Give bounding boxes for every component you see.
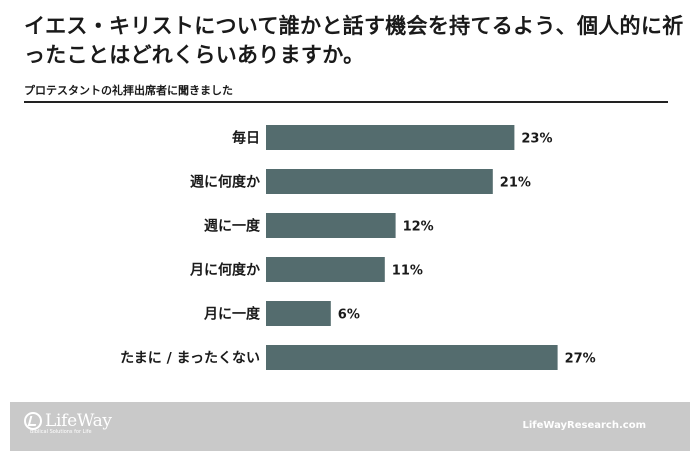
category-label: 月に何度か xyxy=(189,262,260,279)
category-label: 月に一度 xyxy=(203,306,261,323)
lifeway-logo-icon xyxy=(24,412,42,430)
logo-text: LifeWay xyxy=(45,411,112,431)
value-label: 27% xyxy=(565,352,596,367)
site-url: LifeWayResearch.com xyxy=(522,420,646,431)
bar xyxy=(266,301,331,326)
bar xyxy=(266,125,515,150)
footer-bar: LifeWay Biblical Solutions for Life Life… xyxy=(10,402,690,451)
value-label: 11% xyxy=(392,264,423,279)
chart-subtitle: プロテスタントの礼拝出席者に聞きました xyxy=(24,84,233,97)
chart-title: イエス・キリストについて誰かと話す機会を持てるよう、個人的に祈ったことはどれくら… xyxy=(24,14,684,67)
bar xyxy=(266,169,493,194)
bar xyxy=(266,213,396,238)
title-rule xyxy=(24,101,668,103)
bar xyxy=(266,345,558,370)
value-label: 6% xyxy=(338,308,360,323)
value-label: 23% xyxy=(521,132,552,147)
value-label: 21% xyxy=(500,176,531,191)
category-label: 週に何度か xyxy=(190,174,260,191)
bar xyxy=(266,257,385,282)
logo-subtext: Biblical Solutions for Life xyxy=(30,429,92,435)
category-label: 週に一度 xyxy=(204,218,261,235)
category-label: 毎日 xyxy=(232,130,260,147)
category-label: たまに / まったくない xyxy=(120,351,260,367)
bar-chart: 毎日 23% 週に何度か 21% 週に一度 12% 月に何度か 11% 月に一度 6% たまに / … xyxy=(120,125,596,370)
lifeway-logo: LifeWay xyxy=(24,411,112,431)
value-label: 12% xyxy=(403,220,434,235)
